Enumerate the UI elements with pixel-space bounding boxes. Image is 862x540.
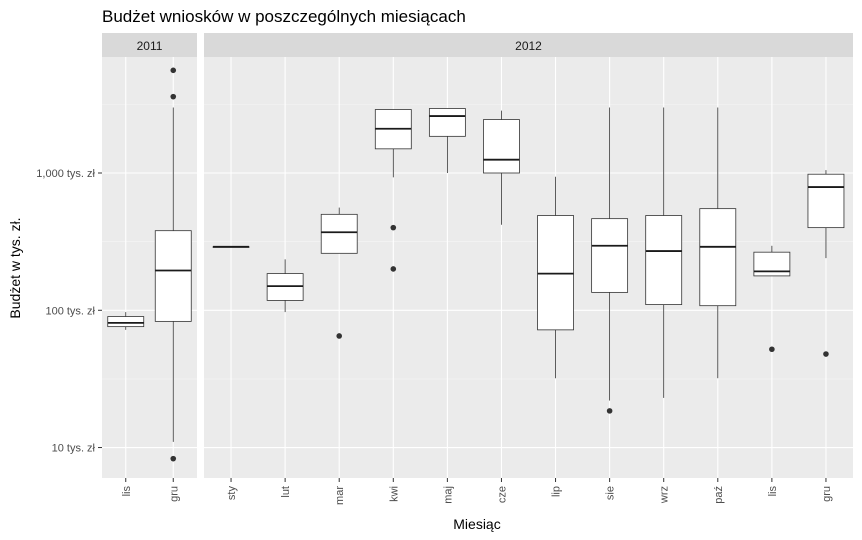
- outlier-point: [170, 67, 177, 74]
- x-tick-label: mar: [334, 486, 346, 505]
- box-gru: [807, 170, 845, 357]
- y-tick-label: 1,000 tys. zł: [36, 168, 95, 180]
- x-tick-label: maj: [442, 486, 454, 504]
- x-tick-label: gru: [168, 486, 180, 502]
- box-paź: [699, 107, 737, 379]
- box-iqr: [591, 218, 629, 293]
- x-tick-label: lut: [280, 486, 292, 498]
- x-tick-label: paź: [713, 486, 725, 504]
- x-tick-label: gru: [821, 486, 833, 502]
- x-tick-label: sie: [605, 486, 617, 500]
- box-maj: [428, 108, 466, 174]
- box-sie: [591, 107, 629, 414]
- box-gru: [154, 67, 192, 462]
- x-tick-label: lis: [767, 486, 779, 497]
- box-iqr: [645, 215, 683, 305]
- facet-strip-label: 2012: [515, 39, 542, 53]
- box-lis: [107, 312, 145, 330]
- x-tick-label: lip: [551, 486, 563, 497]
- box-sty: [212, 245, 250, 248]
- box-iqr: [807, 173, 845, 229]
- outlier-point: [336, 333, 343, 339]
- box-iqr: [266, 273, 304, 301]
- box-iqr: [320, 213, 358, 254]
- facet-strip: [102, 33, 197, 57]
- box-iqr: [107, 316, 145, 328]
- facet-strip-label: 2011: [137, 39, 163, 53]
- box-iqr: [537, 215, 574, 331]
- box-iqr: [483, 119, 520, 174]
- outlier-point: [606, 408, 613, 414]
- panel-background: [204, 57, 853, 478]
- facet-strip: [204, 33, 853, 57]
- box-lis: [753, 245, 791, 353]
- x-axis-label: Miesiąc: [453, 516, 500, 532]
- x-tick-label: sty: [226, 486, 238, 501]
- outlier-point: [390, 266, 397, 272]
- x-tick-label: kwi: [388, 486, 400, 502]
- y-tick-label: 100 tys. zł: [45, 305, 95, 317]
- chart-title: Budżet wniosków w poszczególnych miesiąc…: [102, 7, 466, 26]
- outlier-point: [170, 93, 177, 100]
- x-tick-label: wrz: [659, 486, 671, 504]
- box-mar: [320, 207, 358, 339]
- box-kwi: [374, 109, 412, 272]
- y-tick-label: 10 tys. zł: [52, 443, 96, 455]
- box-iqr: [154, 230, 192, 322]
- box-lut: [266, 259, 304, 313]
- outlier-point: [769, 346, 775, 353]
- outlier-point: [390, 224, 397, 231]
- box-lip: [537, 176, 574, 379]
- box-cze: [483, 110, 520, 225]
- y-axis-label: Budżet w tys. zł.: [7, 217, 23, 318]
- box-iqr: [753, 251, 791, 277]
- outlier-point: [823, 351, 829, 357]
- box-iqr: [699, 208, 737, 307]
- outlier-point: [170, 455, 177, 462]
- x-tick-label: lis: [121, 486, 133, 497]
- x-tick-label: cze: [496, 486, 508, 503]
- box-iqr: [428, 108, 466, 137]
- box-wrz: [645, 107, 683, 398]
